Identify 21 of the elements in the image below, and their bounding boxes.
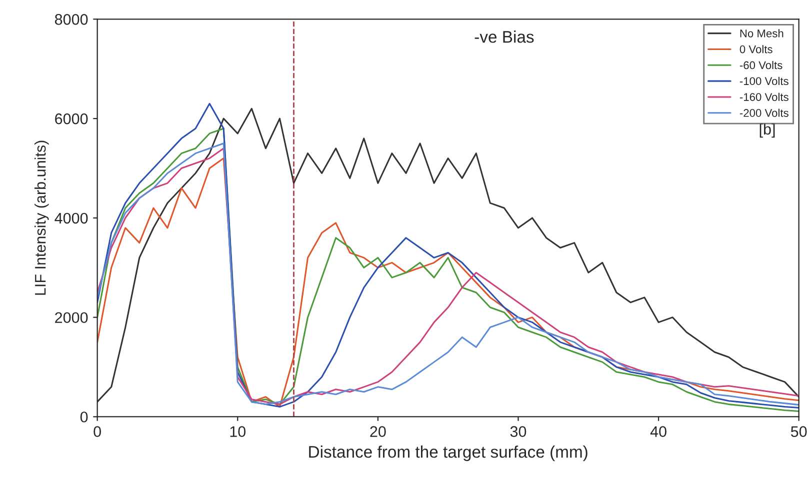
x-tick-label: 30 <box>510 426 526 437</box>
annotation: [b] <box>760 123 775 138</box>
y-tick-label: 4000 <box>54 212 88 224</box>
y-axis-title: LIF Intensity (arb.units) <box>34 140 49 295</box>
legend-label: -200 Volts <box>740 108 788 117</box>
x-tick-label: 0 <box>94 426 101 437</box>
legend-label: -60 Volts <box>740 60 782 70</box>
x-tick-label: 50 <box>790 426 807 437</box>
legend-label: -160 Volts <box>740 92 788 101</box>
x-tick-label: 10 <box>230 426 246 437</box>
text: -ve Bias <box>474 30 534 43</box>
legend-label: No Mesh <box>740 29 784 38</box>
y-tick-label: 2000 <box>55 312 88 324</box>
legend-label: -100 Volts <box>740 76 788 86</box>
y-tick-label: 0 <box>80 412 88 422</box>
legend-label: 0 Volts <box>740 45 772 54</box>
y-tick-label: 8000 <box>54 14 88 25</box>
x-tick-label: 40 <box>650 426 666 437</box>
x-axis-title: Distance from the target surface (mm) <box>309 446 588 462</box>
y-tick-label: 6000 <box>55 113 88 124</box>
x-tick-label: 20 <box>370 426 386 437</box>
